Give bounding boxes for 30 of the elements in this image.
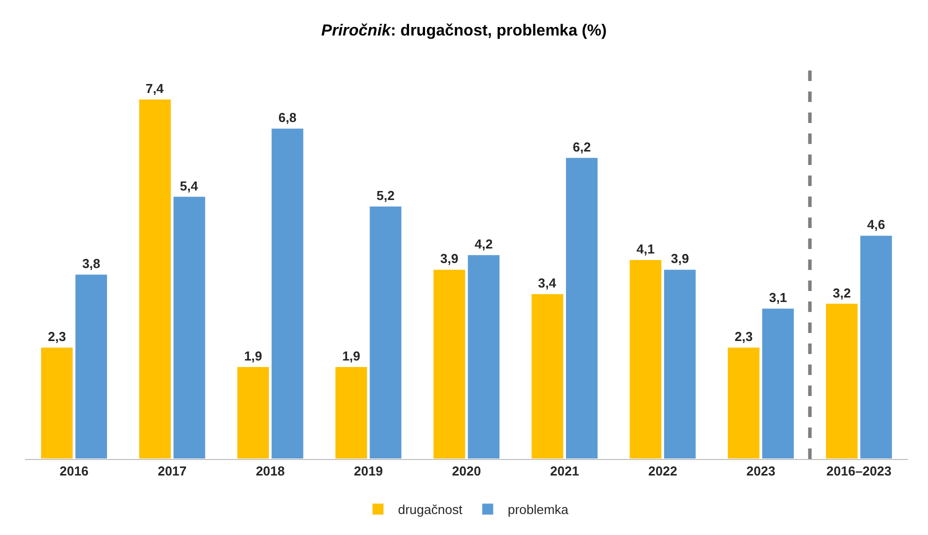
data-label: 1,9 xyxy=(342,348,360,364)
x-tick-label: 2017 xyxy=(158,464,187,479)
data-label: 2,3 xyxy=(48,329,66,344)
data-label: 3,9 xyxy=(440,251,458,266)
data-label: 3,4 xyxy=(538,276,557,291)
legend-label: problemka xyxy=(508,502,570,518)
legend-label: drugačnost xyxy=(398,502,463,518)
data-label: 2,3 xyxy=(734,329,753,344)
data-label: 3,2 xyxy=(832,285,851,300)
data-label: 3,9 xyxy=(670,251,689,266)
data-label: 6,8 xyxy=(278,110,296,126)
data-label: 4,6 xyxy=(867,217,886,232)
data-label: 3,8 xyxy=(82,256,100,272)
x-tick-label: 2022 xyxy=(648,464,678,479)
data-label: 4,1 xyxy=(636,242,655,257)
x-tick-label: 2021 xyxy=(550,464,580,479)
x-tick-label: 2018 xyxy=(256,464,285,479)
data-label: 4,2 xyxy=(474,236,493,252)
x-tick-label: 2016 xyxy=(60,464,89,479)
data-label: 5,2 xyxy=(376,188,395,203)
data-label: 7,4 xyxy=(146,80,164,96)
data-label: 5,4 xyxy=(180,178,199,194)
chart-title: Priročnik: drugačnost, problemka (%) xyxy=(321,22,607,40)
data-label: 6,2 xyxy=(572,139,591,154)
x-tick-label: 2016–2023 xyxy=(826,464,892,479)
x-tick-label: 2020 xyxy=(452,464,481,479)
data-label: 3,1 xyxy=(768,290,788,306)
x-tick-label: 2019 xyxy=(354,464,383,479)
x-tick-label: 2023 xyxy=(746,464,776,479)
data-label: 1,9 xyxy=(244,348,262,364)
